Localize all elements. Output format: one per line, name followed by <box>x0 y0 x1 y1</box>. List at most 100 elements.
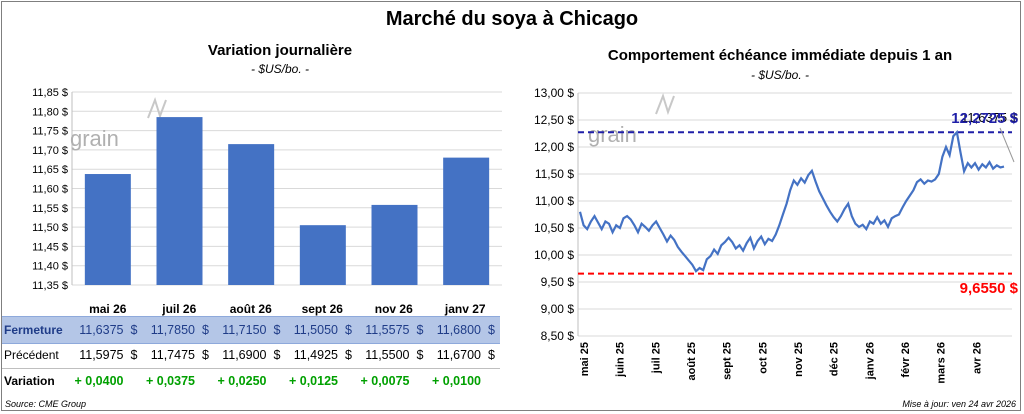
var-value: + 0,0400 <box>74 374 124 388</box>
page-title: Marché du soya à Chicago <box>385 8 639 30</box>
contract-label: août 26 <box>229 302 272 316</box>
right-watermark: grain <box>588 122 637 147</box>
left-y-tick-label: 11,40 $ <box>32 261 68 273</box>
previous-row: Précédent 11,5975 $11,7475 $11,6900 $11,492… <box>2 342 500 369</box>
left-y-tick-label: 11,75 $ <box>32 126 68 138</box>
right-x-tick-label: juin 25 <box>615 342 627 378</box>
right-y-tick-label: 10,50 $ <box>534 221 574 235</box>
contract-label: mai 26 <box>89 302 127 316</box>
prev-currency: $ <box>345 348 352 362</box>
min-value-label: 9,6550 $ <box>960 280 1019 297</box>
prev-currency: $ <box>416 348 424 362</box>
close-value: 11,6800 <box>436 323 481 337</box>
prev-value: 11,4925 <box>293 348 338 362</box>
right-x-tick-label: oct 25 <box>757 342 769 374</box>
contract-label: nov 26 <box>374 302 413 316</box>
close-currency: $ <box>202 323 209 337</box>
right-y-tick-label: 11,00 $ <box>535 194 574 208</box>
right-y-tick-label: 12,00 $ <box>534 140 574 154</box>
left-y-tick-label: 11,65 $ <box>32 164 68 176</box>
var-value: + 0,0100 <box>431 374 481 388</box>
bar-janv-27 <box>443 157 490 285</box>
prev-value: 11,5975 <box>79 348 124 362</box>
previous-row-label: Précédent <box>4 348 59 362</box>
left-y-tick-label: 11,50 $ <box>32 222 68 234</box>
bar-nov-26 <box>371 204 418 285</box>
right-x-tick-label: déc 25 <box>829 342 841 376</box>
left-chart-title: Variation journalière <box>207 42 353 59</box>
left-watermark: grain <box>70 126 119 151</box>
prev-value: 11,7475 <box>150 348 195 362</box>
bar-août-26 <box>228 144 275 285</box>
right-x-tick-label: avr 26 <box>971 342 983 374</box>
left-y-tick-label: 11,55 $ <box>32 203 68 215</box>
left-y-tick-label: 11,35 $ <box>32 280 68 292</box>
right-x-tick-label: mai 25 <box>579 342 591 376</box>
var-value: + 0,0075 <box>360 374 410 388</box>
close-value: 11,5575 <box>365 323 410 337</box>
close-value: 11,6375 <box>79 323 124 337</box>
close-value: 11,7850 <box>150 323 195 337</box>
right-x-tick-label: févr 26 <box>900 342 912 377</box>
contract-label: sept 26 <box>301 302 343 316</box>
left-y-tick-label: 11,60 $ <box>32 184 68 196</box>
left-y-tick-label: 11,45 $ <box>32 241 68 253</box>
close-currency: $ <box>273 323 281 337</box>
prev-currency: $ <box>273 348 281 362</box>
right-y-tick-label: 11,50 $ <box>535 167 574 181</box>
bar-sept-26 <box>299 225 346 285</box>
close-row: Fermeture 11,6375 $11,7850 $11,7150 $11,505… <box>2 316 500 344</box>
contract-header-row: mai 26 juil 26 août 26 sept 26 nov 26 janv 27 <box>0 298 510 320</box>
last-label-leader <box>999 127 1015 163</box>
prev-value: 11,5500 <box>365 348 410 362</box>
left-y-tick-label: 11,85 $ <box>32 87 68 99</box>
right-x-tick-label: mars 26 <box>936 342 948 384</box>
prev-currency: $ <box>202 348 209 362</box>
left-watermark-mark <box>147 96 167 120</box>
right-y-tick-label: 12,50 $ <box>534 113 574 127</box>
prev-value: 11,6700 <box>436 348 481 362</box>
variation-row-label: Variation <box>4 374 55 388</box>
bar-juil-26 <box>156 117 203 285</box>
right-line-chart: grain 13,00 $ 12,50 $ 12,00 $ 11,50 $ 11,00 … <box>534 86 1019 384</box>
right-y-tick-label: 9,00 $ <box>541 302 575 316</box>
close-row-label: Fermeture <box>4 323 63 337</box>
left-y-tick-label: 11,80 $ <box>32 106 68 118</box>
source-note: Source: CME Group <box>5 399 87 409</box>
right-y-tick-label: 9,50 $ <box>541 275 575 289</box>
left-y-tick-label: 11,70 $ <box>32 145 68 157</box>
right-x-tick-label: juil 25 <box>650 342 662 374</box>
close-currency: $ <box>130 323 138 337</box>
close-value: 11,7150 <box>222 323 267 337</box>
prev-currency: $ <box>488 348 495 362</box>
price-series-line <box>578 129 1005 273</box>
prev-currency: $ <box>130 348 138 362</box>
var-value: + 0,0375 <box>145 374 195 388</box>
left-bar-chart: grain 11,85 $ 11,80 $ 11,75 $ 11,70 $ 11,65 … <box>32 87 502 292</box>
close-currency: $ <box>488 323 495 337</box>
right-y-tick-label: 8,50 $ <box>541 329 575 343</box>
right-watermark-mark <box>655 92 675 116</box>
right-x-tick-label: sept 25 <box>722 342 734 380</box>
right-x-tick-label: nov 25 <box>793 342 805 377</box>
close-currency: $ <box>345 323 352 337</box>
right-chart-title: Comportement échéance immédiate depuis 1… <box>607 47 953 64</box>
right-x-tick-label: janv 26 <box>864 342 876 380</box>
prev-value: 11,6900 <box>222 348 267 362</box>
close-value: 11,5050 <box>293 323 338 337</box>
right-x-tick-label: août 25 <box>686 342 698 381</box>
close-currency: $ <box>416 323 424 337</box>
right-chart-subtitle: - $US/bo. - <box>750 68 810 82</box>
contract-label: janv 27 <box>444 302 486 316</box>
bar-mai-26 <box>84 174 131 285</box>
contract-label: juil 26 <box>162 302 197 316</box>
var-value: + 0,0125 <box>288 374 338 388</box>
variation-row: Variation + 0,0400 + 0,0375 + 0,0250 + 0,01… <box>2 368 500 394</box>
update-note: Mise à jour: ven 24 avr 2026 <box>902 399 1016 409</box>
right-y-tick-label: 10,00 $ <box>534 248 574 262</box>
last-value-label: 11,6375 $ <box>961 110 1019 125</box>
left-chart-subtitle: - $US/bo. - <box>250 62 310 76</box>
right-y-tick-label: 13,00 $ <box>534 86 574 100</box>
max-value-label: 12,2725 $ <box>951 110 1018 127</box>
